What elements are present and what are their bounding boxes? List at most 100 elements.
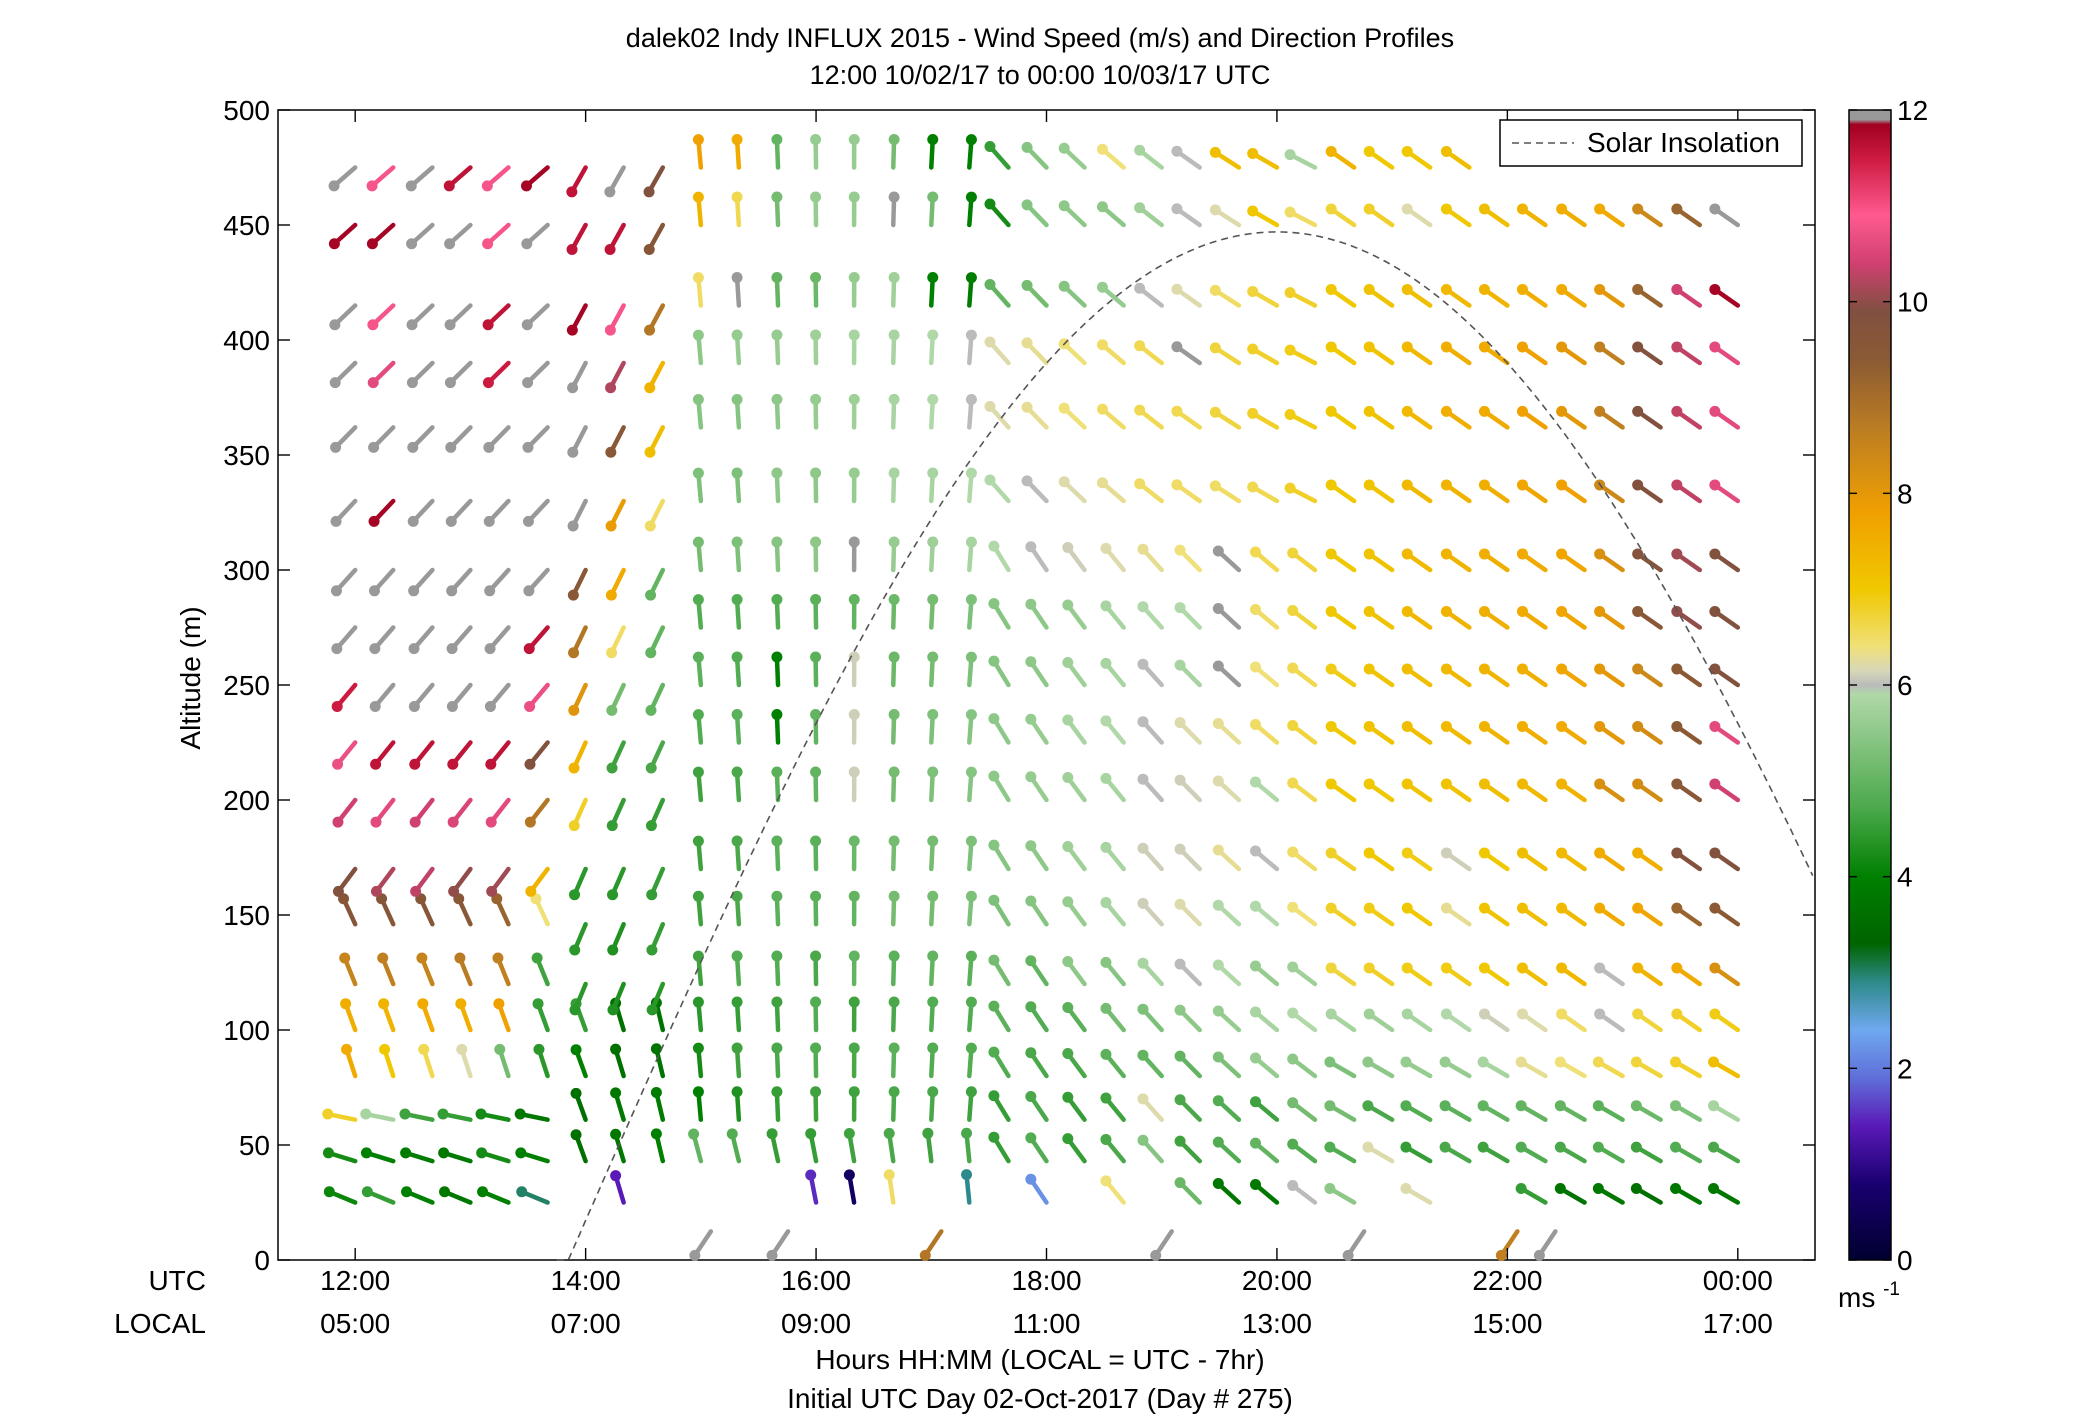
wind-barb-head [810, 536, 822, 548]
wind-barb-head [643, 243, 655, 255]
wind-barb-head [1025, 955, 1037, 967]
wind-barb [1100, 841, 1126, 872]
wind-barb [848, 709, 860, 745]
wind-barb [1632, 778, 1663, 803]
wind-barb-head [568, 762, 580, 774]
wind-barb [1058, 476, 1087, 504]
wind-barb [1021, 199, 1049, 228]
wind-barb-head [1632, 663, 1644, 675]
wind-barb [731, 651, 743, 688]
wind-barb [927, 835, 939, 872]
wind-barb-head [692, 329, 704, 341]
wind-barb-head [569, 944, 581, 956]
wind-barb-head [1401, 902, 1413, 914]
wind-barb [1287, 1097, 1318, 1122]
wind-barb [339, 952, 358, 987]
wind-barb-head [444, 319, 456, 331]
wind-barb [1554, 1056, 1587, 1079]
wind-barb-head [771, 890, 783, 902]
colorbar: 0 2 4 6 8 10 12 ms -1 [1838, 95, 1928, 1313]
wind-barb [1284, 482, 1318, 504]
wind-barb-head [492, 952, 504, 964]
wind-barb [610, 1128, 626, 1164]
wind-barb [1515, 1100, 1548, 1122]
wind-barb-head [378, 998, 390, 1010]
wind-barb [484, 567, 511, 597]
wind-barb [1478, 902, 1510, 927]
wind-barb [848, 835, 860, 872]
wind-barb-head [566, 324, 578, 336]
wind-barb-head [848, 272, 860, 284]
wind-barb [1477, 1056, 1510, 1079]
wind-barb [1137, 957, 1164, 987]
wind-barb-head [369, 700, 381, 712]
wind-barbs [322, 134, 1741, 1205]
wind-barb-head [1062, 599, 1074, 611]
wind-barb [848, 1086, 860, 1122]
wind-barb-head [1632, 479, 1644, 491]
wind-barb-head [988, 655, 1000, 667]
wind-barb [731, 594, 743, 630]
wind-barb [1137, 897, 1164, 927]
wind-barb-head [1025, 895, 1037, 907]
wind-barb-head [1400, 1141, 1412, 1153]
wind-barb-head [927, 950, 939, 962]
wind-barb [1137, 1134, 1164, 1164]
wind-barb [848, 996, 860, 1033]
wind-barb-head [1401, 847, 1413, 859]
wind-barb-head [514, 1108, 526, 1120]
wind-barb-head [1249, 776, 1261, 788]
wind-barb-head [771, 950, 783, 962]
wind-barb-head [888, 272, 900, 284]
wind-barb-head [1671, 720, 1683, 732]
wind-barb-head [1171, 341, 1183, 353]
wind-barb [1212, 775, 1242, 803]
wind-barb [1096, 201, 1126, 228]
wind-barb [650, 1086, 666, 1122]
wind-barb [965, 709, 977, 745]
wind-barb-head [1062, 1002, 1074, 1014]
wind-barb-head [1249, 1052, 1261, 1064]
wind-barb [1025, 1132, 1049, 1164]
wind-barb [406, 360, 435, 389]
wind-barb [340, 998, 358, 1033]
wind-barb [1401, 548, 1433, 573]
wind-barb-head [485, 816, 497, 828]
wind-barb [1096, 477, 1126, 504]
wind-barb [1212, 1005, 1242, 1033]
wind-barb [810, 651, 822, 688]
wind-barb-head [1708, 1183, 1720, 1194]
wind-barb-head [1594, 847, 1606, 859]
wind-barb-head [484, 585, 496, 597]
wind-barb [1325, 1008, 1357, 1033]
wind-barb [1062, 599, 1087, 630]
wind-barb-head [1174, 843, 1186, 855]
wind-barb-head [1287, 720, 1299, 732]
wind-barb [1025, 598, 1049, 630]
wind-barb-head [1025, 1001, 1037, 1013]
wind-barb-head [1363, 341, 1375, 353]
wind-barb [418, 1043, 435, 1079]
wind-barb-head [1363, 283, 1375, 295]
wind-barb [1671, 341, 1703, 366]
y-tick-label: 250 [223, 670, 270, 701]
wind-barb-head [726, 1128, 738, 1140]
wind-barb-head [1212, 959, 1224, 971]
wind-barb-head [1212, 603, 1224, 615]
wind-barb [570, 1044, 588, 1079]
wind-barb [1363, 405, 1395, 430]
wind-barb [692, 766, 704, 803]
wind-barb-head [1478, 479, 1490, 491]
wind-barb [1062, 657, 1087, 688]
wind-barb [454, 952, 473, 987]
wind-barb-head [570, 1044, 582, 1056]
wind-barb [328, 165, 358, 192]
wind-barb-head [988, 713, 1000, 725]
wind-barb-head [965, 766, 977, 778]
wind-barb [1324, 1183, 1357, 1205]
wind-barb [1401, 145, 1433, 170]
wind-barb-head [567, 382, 579, 394]
wind-barb-head [522, 441, 534, 453]
wind-barb [1594, 605, 1625, 630]
wind-barb-head [1212, 660, 1224, 672]
